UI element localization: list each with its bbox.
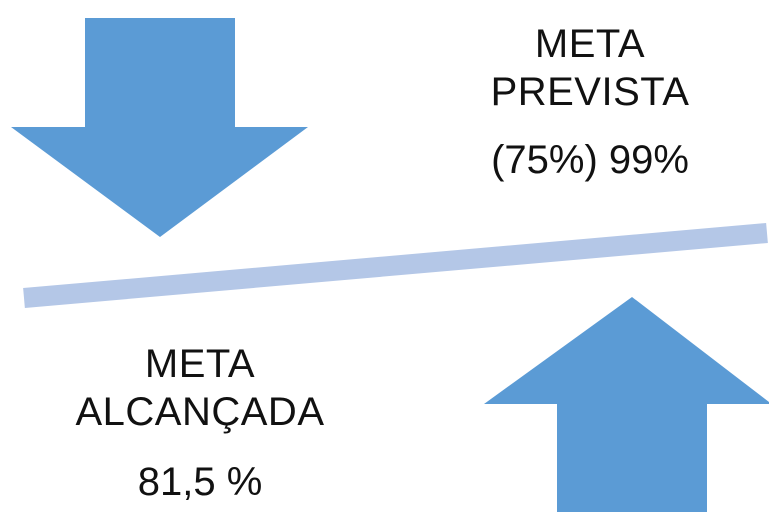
achieved-goal-title-line1: META <box>144 342 256 386</box>
target-goal-value: (75%) 99% <box>491 138 689 182</box>
achieved-goal-title-line2: ALCANÇADA <box>75 390 325 434</box>
achieved-goal-value: 81,5 % <box>137 460 263 504</box>
target-goal-block: META PREVISTA (75%) 99% <box>440 20 740 184</box>
arrow-down-icon <box>11 18 308 237</box>
divider-bar <box>23 223 768 308</box>
achieved-goal-block: META ALCANÇADA 81,5 % <box>50 340 350 506</box>
arrow-up-icon <box>484 297 769 512</box>
target-goal-title-line2: PREVISTA <box>490 70 690 114</box>
target-goal-title-line1: META <box>534 22 646 66</box>
